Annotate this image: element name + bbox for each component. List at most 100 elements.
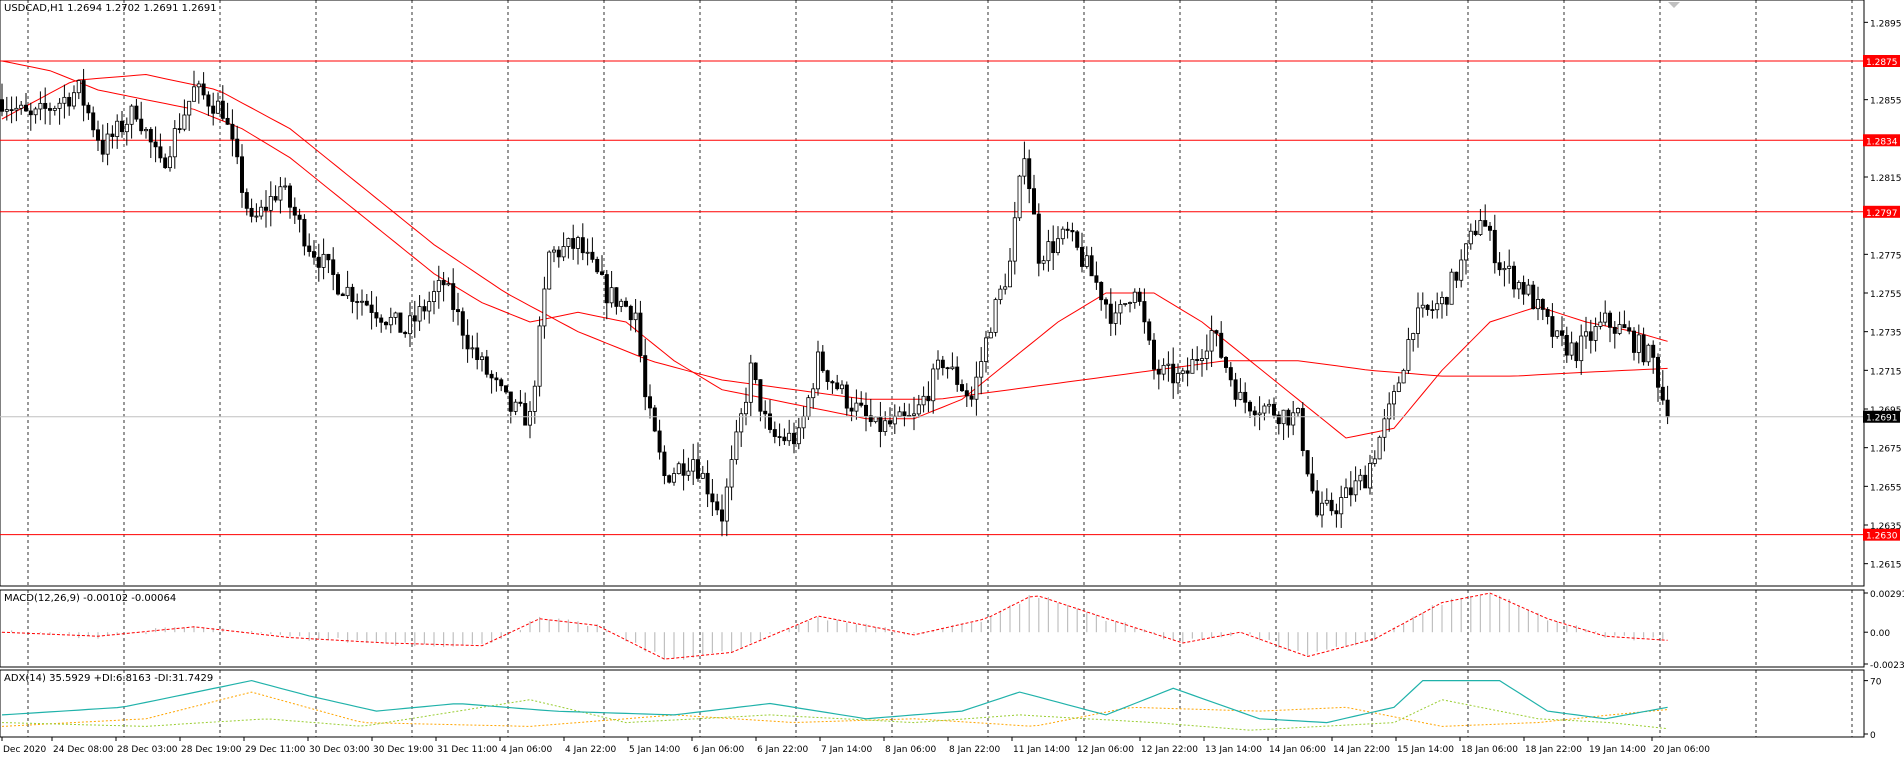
- candle-body: [28, 110, 33, 116]
- candle-body: [479, 356, 484, 360]
- time-tick-label: 12 Jan 06:00: [1077, 745, 1134, 755]
- candle-body: [969, 395, 974, 400]
- candle-body: [148, 129, 153, 143]
- time-tick-label: 4 Jan 06:00: [501, 745, 553, 755]
- candle-body: [187, 100, 192, 116]
- candle-body: [1142, 301, 1147, 323]
- candle-body: [532, 385, 537, 412]
- candle-body: [1588, 331, 1593, 341]
- macd-panel[interactable]: MACD(12,26,9) -0.00102 -0.00064: [0, 589, 1865, 668]
- candle-body: [52, 107, 57, 111]
- candle-body: [667, 475, 672, 483]
- candle-body: [849, 407, 854, 412]
- candle-body: [43, 102, 48, 109]
- candle-body: [739, 413, 744, 433]
- candle-body: [1032, 188, 1037, 215]
- candle-body: [652, 407, 657, 432]
- time-tick-label: 6 Jan 22:00: [757, 745, 809, 755]
- candle-body: [1104, 299, 1109, 305]
- time-tick-label: 14 Jan 06:00: [1269, 745, 1326, 755]
- candle-body: [1526, 284, 1531, 295]
- candle-body: [235, 138, 240, 158]
- candle-body: [566, 238, 571, 247]
- candle-body: [1507, 265, 1512, 269]
- candle-body: [287, 185, 292, 208]
- level-price-tag: [1863, 134, 1900, 147]
- candle-body: [19, 104, 24, 109]
- candle-body: [1190, 359, 1195, 374]
- horizontal-levels[interactable]: [0, 60, 1864, 536]
- candle-body: [1344, 487, 1349, 498]
- candle-body: [364, 300, 369, 306]
- candle-body: [1622, 324, 1627, 329]
- candle-body: [825, 370, 830, 382]
- candle-body: [1502, 268, 1507, 271]
- price-tick-label: 1.2895: [1870, 19, 1902, 29]
- candle-body: [710, 493, 715, 503]
- candle-body: [1449, 271, 1454, 305]
- candle-body: [398, 312, 403, 333]
- candle-body: [1161, 364, 1166, 375]
- candle-body: [1416, 307, 1421, 334]
- candle-body: [134, 105, 139, 120]
- candle-body: [744, 401, 749, 415]
- candle-body: [844, 384, 849, 409]
- candle-body: [503, 385, 508, 393]
- candle-body: [955, 366, 960, 385]
- candle-body: [417, 306, 422, 322]
- candle-body: [820, 351, 825, 372]
- candle-body: [681, 463, 686, 476]
- candle-body: [1272, 403, 1277, 416]
- time-tick-label: 24 Dec 08:00: [53, 745, 114, 755]
- candle-body: [72, 92, 77, 107]
- macd-tick-label: 0.00: [1870, 629, 1890, 639]
- candle-body: [921, 395, 926, 406]
- candle-body: [249, 207, 254, 217]
- time-tick-label: 12 Jan 22:00: [1141, 745, 1198, 755]
- moving-average-fast: [1, 60, 1668, 439]
- candle-body: [873, 416, 878, 423]
- candle-body: [1646, 344, 1651, 363]
- candle-body: [1204, 350, 1209, 359]
- moving-average-slow: [1, 73, 1668, 400]
- candle-body: [1665, 399, 1670, 418]
- candle-body: [1099, 281, 1104, 301]
- candle-body: [945, 367, 950, 370]
- candle-body: [691, 459, 696, 472]
- candle-body: [1195, 359, 1200, 361]
- candle-body: [1118, 304, 1123, 314]
- candle-body: [1396, 382, 1401, 392]
- time-tick-label: 19 Jan 14:00: [1589, 745, 1646, 755]
- candle-body: [931, 368, 936, 402]
- candle-body: [1300, 408, 1305, 451]
- candle-body: [753, 362, 758, 381]
- candle-body: [571, 238, 576, 249]
- candle-body: [600, 271, 605, 275]
- time-tick-label: 28 Dec 03:00: [117, 745, 178, 755]
- candle-body: [201, 83, 206, 96]
- adx-panel[interactable]: ADX(14) 35.5929 +DI:6.8163 -DI:31.7429: [0, 669, 1865, 738]
- chart-shift-marker-icon[interactable]: [1668, 2, 1680, 8]
- candle-body: [1368, 463, 1373, 489]
- candle-body: [648, 396, 653, 409]
- candle-body: [1497, 262, 1502, 271]
- candle-body: [1228, 367, 1233, 381]
- time-tick-label: 8 Jan 22:00: [949, 745, 1001, 755]
- candle-body: [225, 117, 230, 125]
- candle-body: [163, 157, 168, 169]
- candle-body: [345, 286, 350, 297]
- candle-body: [331, 259, 336, 275]
- time-tick-label: 14 Jan 22:00: [1333, 745, 1390, 755]
- candle-body: [1372, 458, 1377, 464]
- price-panel[interactable]: USDCAD,H1 1.2694 1.2702 1.2691 1.2691: [0, 0, 1865, 587]
- time-tick-label: 15 Jan 14:00: [1397, 745, 1454, 755]
- candle-body: [1334, 510, 1339, 515]
- candle-body: [1632, 330, 1637, 353]
- candle-body: [633, 312, 638, 321]
- candle-body: [888, 420, 893, 425]
- candle-body: [494, 377, 499, 381]
- candle-body: [1358, 474, 1363, 482]
- candle-body: [787, 432, 792, 442]
